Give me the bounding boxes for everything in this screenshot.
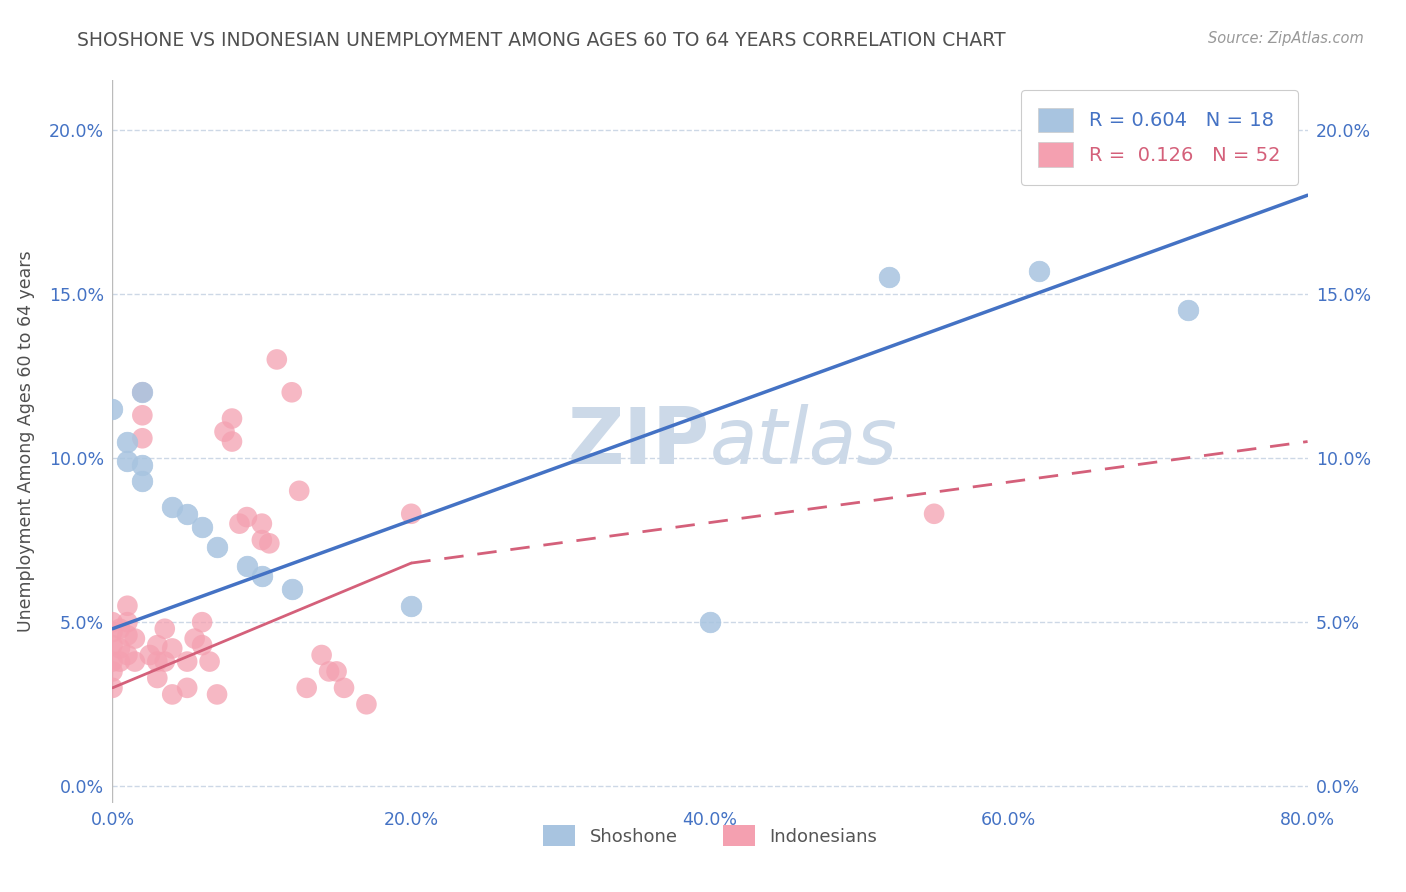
Point — [176, 681, 198, 695]
Point — [191, 638, 214, 652]
Point — [131, 474, 153, 488]
Point — [191, 615, 214, 630]
Point — [1177, 303, 1199, 318]
Text: SHOSHONE VS INDONESIAN UNEMPLOYMENT AMONG AGES 60 TO 64 YEARS CORRELATION CHART: SHOSHONE VS INDONESIAN UNEMPLOYMENT AMON… — [77, 31, 1005, 50]
Point — [236, 510, 259, 524]
Point — [198, 655, 221, 669]
Point — [117, 615, 139, 630]
Point — [266, 352, 288, 367]
Point — [117, 434, 139, 449]
Point — [356, 698, 378, 712]
Point — [228, 516, 250, 531]
Point — [205, 687, 228, 701]
Point — [250, 569, 273, 583]
Point — [333, 681, 356, 695]
Text: Source: ZipAtlas.com: Source: ZipAtlas.com — [1208, 31, 1364, 46]
Point — [101, 625, 124, 640]
Point — [250, 516, 273, 531]
Point — [101, 655, 124, 669]
Point — [146, 655, 169, 669]
Point — [922, 507, 945, 521]
Point — [124, 632, 146, 646]
Point — [153, 655, 176, 669]
Point — [101, 401, 124, 416]
Point — [295, 681, 318, 695]
Point — [176, 507, 198, 521]
Point — [250, 533, 273, 547]
Point — [401, 599, 423, 613]
Point — [205, 540, 228, 554]
Point — [101, 665, 124, 679]
Point — [117, 628, 139, 642]
Point — [221, 411, 243, 425]
Point — [183, 632, 205, 646]
Point — [131, 385, 153, 400]
Point — [131, 458, 153, 472]
Point — [162, 687, 183, 701]
Point — [139, 648, 162, 662]
Point — [146, 638, 169, 652]
Point — [146, 671, 169, 685]
Point — [131, 409, 153, 423]
Point — [214, 425, 236, 439]
Point — [288, 483, 311, 498]
Text: ZIP: ZIP — [568, 403, 710, 480]
Point — [401, 507, 423, 521]
Point — [131, 385, 153, 400]
Point — [117, 648, 139, 662]
Point — [221, 434, 243, 449]
Point — [281, 385, 304, 400]
Point — [325, 665, 347, 679]
Point — [879, 270, 901, 285]
Point — [191, 520, 214, 534]
Point — [153, 622, 176, 636]
Point — [117, 454, 139, 468]
Point — [101, 615, 124, 630]
Point — [162, 641, 183, 656]
Point — [108, 622, 131, 636]
Point — [318, 665, 340, 679]
Point — [117, 599, 139, 613]
Point — [281, 582, 304, 597]
Legend: Shoshone, Indonesians: Shoshone, Indonesians — [533, 816, 887, 855]
Point — [1028, 264, 1050, 278]
Point — [108, 641, 131, 656]
Point — [101, 638, 124, 652]
Point — [108, 655, 131, 669]
Point — [131, 431, 153, 445]
Point — [236, 559, 259, 574]
Point — [259, 536, 281, 550]
Y-axis label: Unemployment Among Ages 60 to 64 years: Unemployment Among Ages 60 to 64 years — [17, 251, 35, 632]
Text: atlas: atlas — [710, 403, 898, 480]
Point — [176, 655, 198, 669]
Point — [101, 681, 124, 695]
Point — [124, 655, 146, 669]
Point — [311, 648, 333, 662]
Point — [699, 615, 721, 630]
Point — [162, 500, 183, 515]
